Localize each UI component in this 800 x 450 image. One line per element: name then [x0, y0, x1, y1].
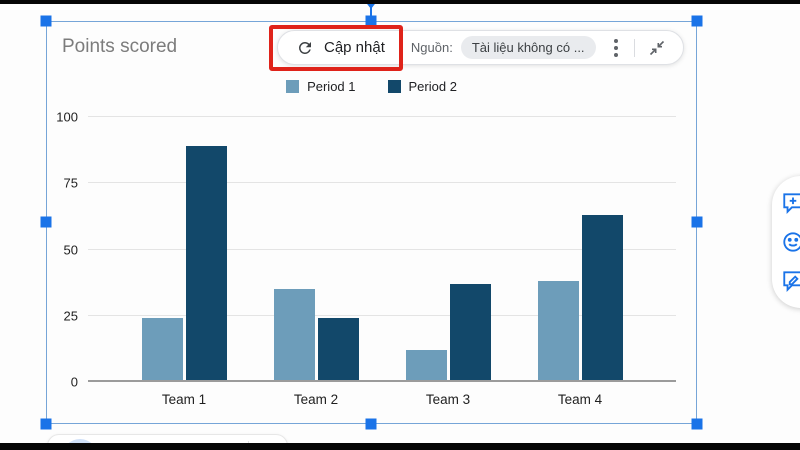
selection-handle-top-right[interactable] [691, 15, 703, 27]
bar-period-1-team-2 [273, 289, 315, 382]
legend-swatch-period-1 [286, 80, 300, 93]
y-axis-tick-75: 75 [63, 175, 78, 191]
suggest-edits-icon[interactable] [781, 269, 800, 293]
bar-group-team-3: Team 3 [382, 117, 514, 407]
collapse-icon [649, 40, 665, 56]
y-axis-tick-50: 50 [63, 242, 78, 257]
bar-area: Team 1 Team 2 Team 3 Team 4 [118, 117, 646, 407]
gridline-25 [88, 314, 676, 316]
plot-area: Team 1 Team 2 Team 3 Team 4 0 25 50 75 100 [56, 111, 676, 407]
top-black-strip [0, 0, 800, 4]
legend-item-period-2: Period 2 [387, 79, 457, 94]
emoji-reaction-icon[interactable] [781, 230, 800, 254]
bar-group-team-1: Team 1 [118, 117, 250, 407]
gridline-0 [88, 380, 676, 382]
selection-handle-mid-right[interactable] [691, 216, 703, 228]
bar-period-1-team-1 [141, 318, 183, 382]
bottom-black-strip [0, 443, 800, 450]
chart-legend: Period 1 Period 2 [46, 79, 697, 94]
x-axis-label-team-4: Team 4 [557, 392, 603, 407]
linked-chart-toolbar: Cập nhật Nguồn: Tài liệu không có ... [277, 30, 684, 65]
bar-period-1-team-4 [537, 281, 579, 382]
gridline-100 [88, 116, 676, 117]
update-button-label: Cập nhật [324, 39, 385, 56]
selection-handle-bottom-left[interactable] [40, 418, 52, 430]
update-button[interactable]: Cập nhật [296, 39, 385, 57]
legend-label-period-2: Period 2 [408, 79, 457, 94]
x-axis-label-team-1: Team 1 [161, 392, 207, 407]
chart-title: Points scored [62, 36, 178, 57]
bar-period-2-team-2 [317, 318, 359, 382]
selection-handle-bottom-right[interactable] [691, 418, 703, 430]
selection-handle-top-left[interactable] [40, 15, 52, 27]
bar-period-1-team-3 [405, 350, 447, 382]
source-document-chip[interactable]: Tài liệu không có ... [460, 36, 596, 59]
kebab-menu-icon[interactable] [610, 35, 622, 61]
selection-handle-mid-left[interactable] [40, 216, 52, 228]
bar-group-team-2: Team 2 [250, 117, 382, 407]
bar-group-team-4: Team 4 [514, 117, 646, 407]
gridline-50 [88, 248, 676, 250]
toolbar-divider [633, 38, 635, 57]
y-axis-tick-25: 25 [63, 308, 78, 324]
bar-period-2-team-3 [449, 283, 491, 382]
refresh-icon [296, 39, 314, 57]
legend-label-period-1: Period 1 [307, 79, 356, 94]
collapse-toolbar-button[interactable] [647, 38, 667, 58]
side-actions-panel [772, 176, 800, 308]
y-axis-tick-100: 100 [56, 109, 78, 125]
bar-period-2-team-1 [185, 146, 227, 382]
bar-period-2-team-4 [581, 215, 623, 382]
selection-handle-top-center[interactable] [365, 15, 377, 27]
add-comment-icon[interactable] [781, 191, 800, 215]
rotation-handle[interactable] [364, 0, 378, 9]
x-axis-label-team-2: Team 2 [293, 392, 339, 407]
y-axis-tick-0: 0 [70, 374, 78, 390]
legend-swatch-period-2 [387, 80, 401, 93]
legend-item-period-1: Period 1 [286, 79, 356, 94]
rotation-handle-stem [370, 7, 372, 21]
gridline-75 [88, 182, 676, 184]
x-axis-label-team-3: Team 3 [425, 392, 471, 407]
source-label: Nguồn: [410, 40, 453, 55]
selection-handle-bottom-center[interactable] [365, 418, 377, 430]
